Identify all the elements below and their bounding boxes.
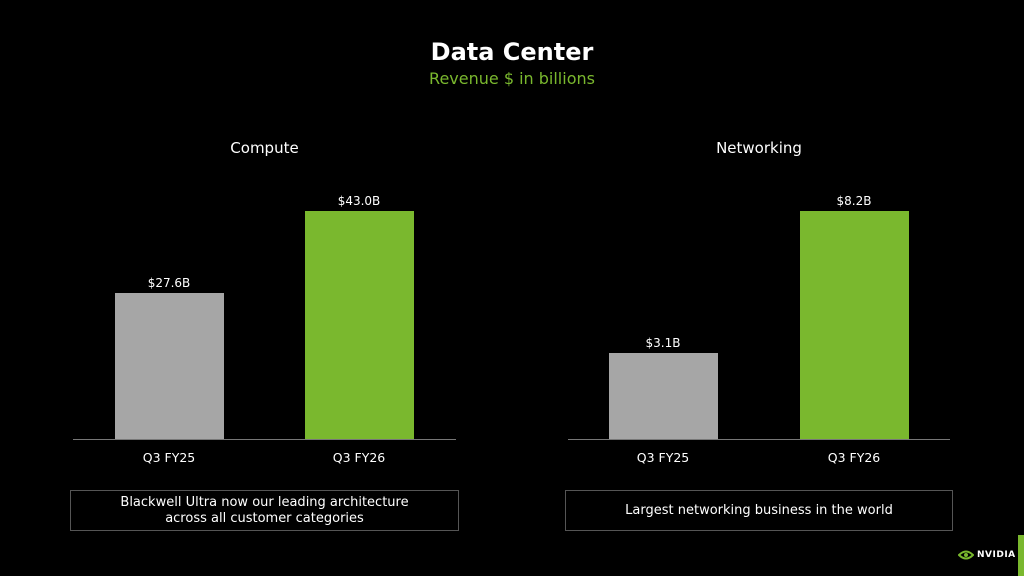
chart-title: Compute	[230, 139, 299, 157]
logo-text: NVIDIA	[977, 550, 1016, 560]
bar	[799, 211, 909, 439]
bar	[114, 292, 224, 439]
note-box: Blackwell Ultra now our leading architec…	[70, 490, 459, 531]
data-label: $3.1B	[645, 335, 681, 350]
note-text: Blackwell Ultra now our leading architec…	[120, 494, 409, 526]
page-subtitle: Revenue $ in billions	[429, 69, 595, 88]
data-label: $43.0B	[337, 194, 381, 208]
chart-title: Networking	[716, 139, 802, 157]
data-label: $27.6B	[147, 275, 191, 290]
x-tick-label: Q3 FY25	[142, 450, 196, 465]
bar	[304, 211, 414, 439]
bar	[608, 352, 718, 439]
data-label: $8.2B	[836, 194, 872, 208]
x-axis-line	[73, 439, 456, 440]
x-tick-label: Q3 FY26	[332, 450, 386, 465]
page-title: Data Center	[430, 38, 594, 66]
x-tick-label: Q3 FY26	[827, 450, 881, 465]
accent-strip	[1018, 535, 1024, 576]
x-tick-label: Q3 FY25	[636, 450, 690, 465]
x-axis-line	[568, 439, 950, 440]
note-box: Largest networking business in the world	[565, 490, 953, 531]
note-text: Largest networking business in the world	[625, 502, 893, 518]
nvidia-logo: NVIDIA	[958, 550, 1016, 560]
nvidia-eye-icon	[958, 550, 974, 560]
